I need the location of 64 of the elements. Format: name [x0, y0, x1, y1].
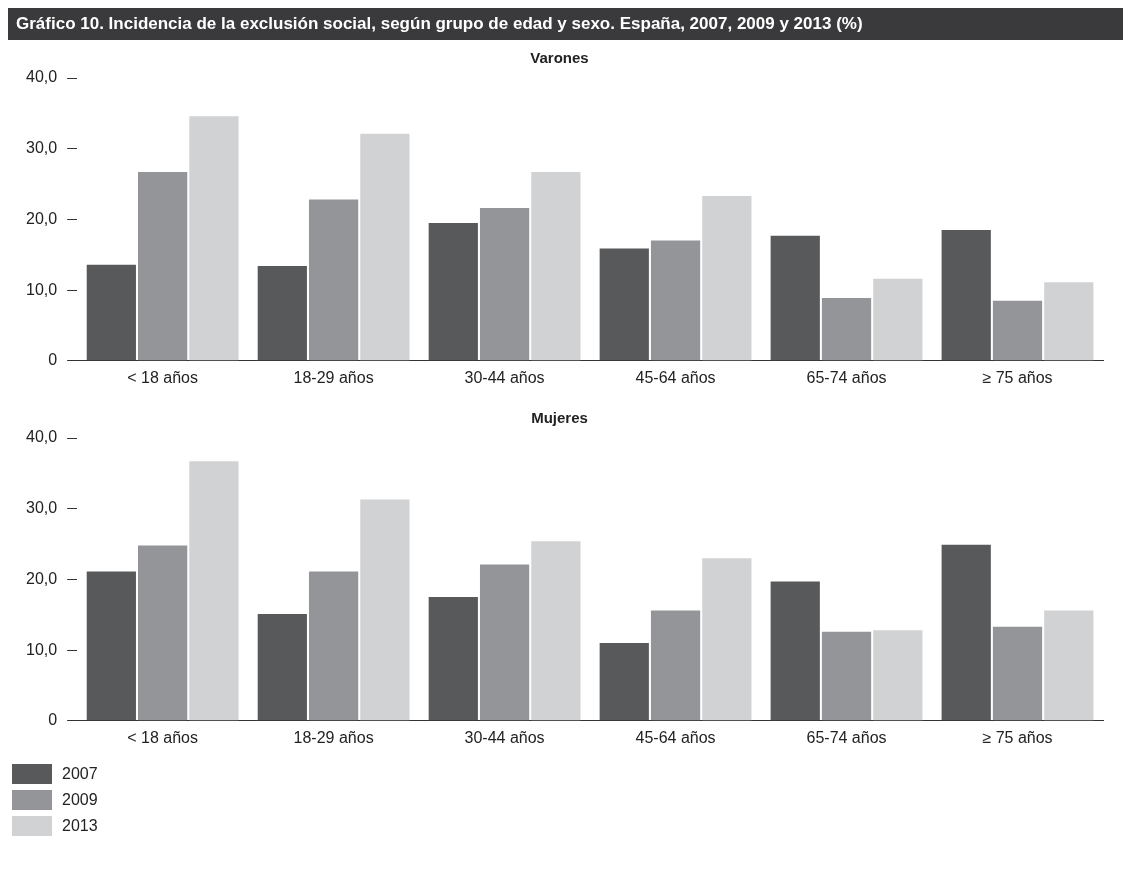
- y-tick-label: 0: [48, 711, 58, 729]
- bar: [86, 264, 136, 361]
- bar: [479, 208, 530, 361]
- y-tick-label: 20,0: [26, 569, 58, 587]
- bar: [873, 278, 923, 361]
- y-tick-label: 40,0: [26, 68, 58, 86]
- bar: [1044, 282, 1094, 361]
- bar: [599, 643, 649, 721]
- x-tick-label: 18-29 años: [293, 728, 374, 746]
- bar: [189, 116, 239, 361]
- bar: [531, 172, 581, 361]
- bar: [770, 235, 820, 361]
- x-tick-label: < 18 años: [127, 728, 198, 746]
- x-tick-label: 30-44 años: [464, 728, 545, 746]
- bar: [992, 300, 1043, 361]
- bar: [428, 597, 478, 721]
- y-tick-label: 20,0: [26, 209, 58, 227]
- bar: [599, 248, 649, 361]
- legend-label: 2007: [62, 765, 98, 783]
- bar: [479, 564, 530, 721]
- x-tick-label: 18-29 años: [293, 368, 374, 386]
- x-tick-label: < 18 años: [127, 368, 198, 386]
- bar: [531, 541, 581, 721]
- bar: [257, 614, 307, 721]
- bar: [992, 626, 1043, 721]
- bar: [138, 172, 188, 361]
- bar: [821, 297, 872, 361]
- bar: [189, 461, 239, 721]
- y-tick-label: 10,0: [26, 280, 58, 298]
- legend-label: 2009: [62, 791, 98, 809]
- bar: [702, 558, 752, 721]
- bar: [873, 630, 923, 721]
- bar: [650, 610, 701, 721]
- x-tick-label: 30-44 años: [464, 368, 545, 386]
- bar: [941, 230, 991, 361]
- x-tick-label: 45-64 años: [635, 728, 716, 746]
- chart-title: Mujeres: [531, 409, 588, 427]
- bar: [360, 133, 410, 361]
- bar: [650, 240, 701, 361]
- y-tick-label: 0: [48, 351, 58, 369]
- bar: [86, 571, 136, 721]
- x-tick-label: ≥ 75 años: [982, 368, 1053, 386]
- bar: [257, 266, 307, 361]
- x-tick-label: 65-74 años: [806, 728, 887, 746]
- y-tick-label: 30,0: [26, 499, 58, 517]
- bar: [1044, 610, 1094, 721]
- bar: [821, 631, 872, 721]
- bar: [770, 581, 820, 721]
- bar: [360, 499, 410, 721]
- x-tick-label: 45-64 años: [635, 368, 716, 386]
- bar: [308, 199, 359, 361]
- y-tick-label: 30,0: [26, 139, 58, 157]
- chart-title: Gráfico 10. Incidencia de la exclusión social, según grupo de edad y sexo. España, 2007, 2009 y 2013 (%): [8, 8, 1123, 40]
- bar: [702, 196, 752, 361]
- chart-subtitle: Varones: [530, 49, 589, 67]
- y-tick-label: 40,0: [26, 428, 58, 446]
- bar: [308, 571, 359, 721]
- bar: [941, 544, 991, 721]
- x-tick-label: ≥ 75 años: [982, 728, 1053, 746]
- bar: [428, 222, 478, 361]
- legend-label: 2013: [62, 817, 98, 835]
- x-tick-label: 65-74 años: [806, 368, 887, 386]
- bar: [138, 545, 188, 721]
- y-tick-label: 10,0: [26, 640, 58, 658]
